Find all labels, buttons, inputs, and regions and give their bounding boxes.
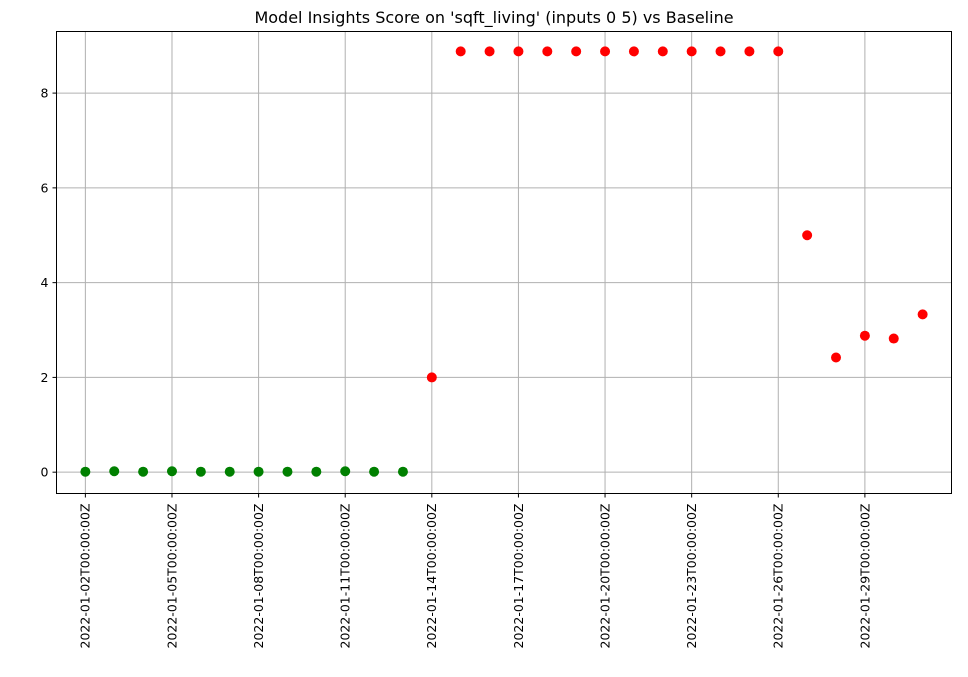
data-point-ok xyxy=(397,466,408,477)
grid-lines xyxy=(56,31,952,494)
x-tick-label: 2022-01-17T00:00:00Z xyxy=(511,504,526,649)
y-tick-label: 6 xyxy=(41,180,49,195)
data-point-ok xyxy=(253,466,264,477)
x-tick-label: 2022-01-23T00:00:00Z xyxy=(684,504,699,649)
x-tick-label: 2022-01-02T00:00:00Z xyxy=(78,504,93,649)
data-point-ok xyxy=(369,466,380,477)
data-point-alert xyxy=(426,372,437,383)
y-tick-label: 8 xyxy=(41,86,49,101)
x-tick-label: 2022-01-05T00:00:00Z xyxy=(164,504,179,649)
data-point-ok xyxy=(224,466,235,477)
data-point-alert xyxy=(773,46,784,57)
x-tick-label: 2022-01-11T00:00:00Z xyxy=(338,504,353,649)
y-tick-label: 4 xyxy=(41,275,49,290)
data-point-alert xyxy=(628,46,639,57)
data-point-ok xyxy=(282,466,293,477)
data-point-ok xyxy=(311,466,322,477)
data-point-alert xyxy=(888,333,899,344)
data-point-ok xyxy=(109,466,120,477)
data-point-ok xyxy=(166,466,177,477)
data-point-alert xyxy=(802,230,813,241)
data-point-alert xyxy=(513,46,524,57)
data-point-alert xyxy=(571,46,582,57)
y-tick-label: 2 xyxy=(41,370,49,385)
data-point-ok xyxy=(340,466,351,477)
data-point-alert xyxy=(859,330,870,341)
axis-ticks: 0 2 4 6 8 2022-01-02T00:00:00Z 2022-01-05T00:0… xyxy=(41,86,873,649)
plot-area-frame xyxy=(56,31,952,494)
x-tick-label: 2022-01-14T00:00:00Z xyxy=(424,504,439,649)
data-point-alert xyxy=(917,309,928,320)
data-point-alert xyxy=(542,46,553,57)
x-tick-label: 2022-01-29T00:00:00Z xyxy=(857,504,872,649)
data-point-alert xyxy=(657,46,668,57)
x-tick-label: 2022-01-08T00:00:00Z xyxy=(251,504,266,649)
data-point-alert xyxy=(484,46,495,57)
x-tick-label: 2022-01-20T00:00:00Z xyxy=(597,504,612,649)
data-point-alert xyxy=(744,46,755,57)
data-point-ok xyxy=(138,466,149,477)
data-point-alert xyxy=(686,46,697,57)
data-points xyxy=(80,46,928,477)
chart-title: Model Insights Score on 'sqft_living' (i… xyxy=(254,8,733,28)
data-point-ok xyxy=(80,466,91,477)
data-point-alert xyxy=(715,46,726,57)
y-tick-label: 0 xyxy=(41,465,49,480)
data-point-alert xyxy=(455,46,466,57)
data-point-ok xyxy=(195,466,206,477)
x-tick-label: 2022-01-26T00:00:00Z xyxy=(771,504,786,649)
data-point-alert xyxy=(600,46,611,57)
data-point-alert xyxy=(831,352,842,363)
